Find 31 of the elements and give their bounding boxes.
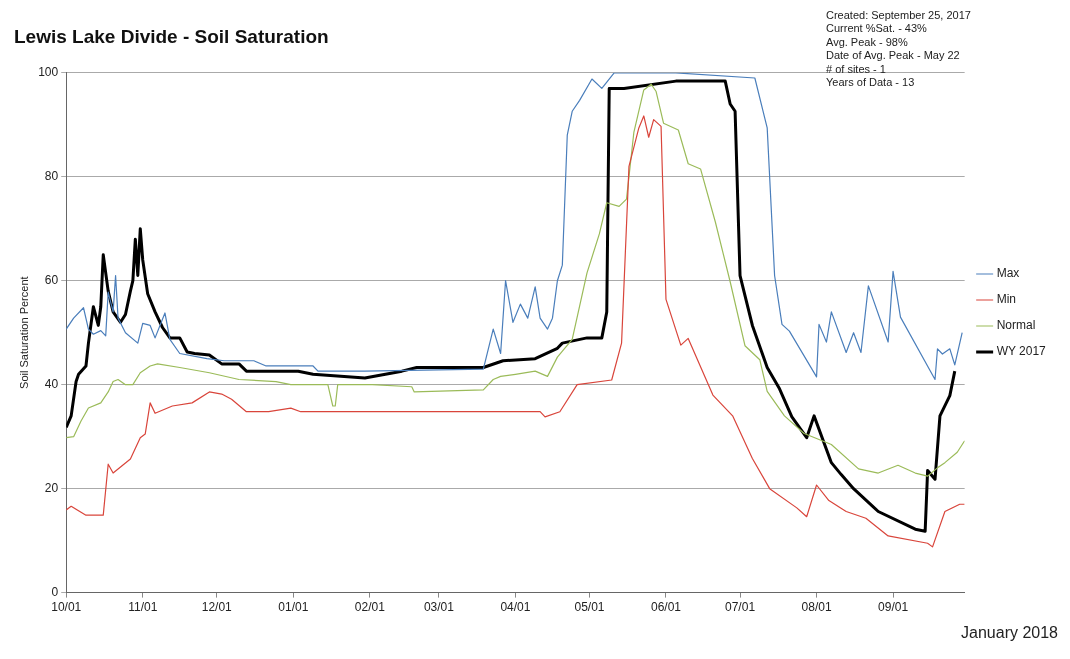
x-tick-label: 07/01 <box>725 600 756 615</box>
x-tick-label: 05/01 <box>574 600 605 615</box>
y-axis-title: Soil Saturation Percent <box>17 276 30 389</box>
y-tick-label: 100 <box>38 65 59 80</box>
y-tick-label: 40 <box>44 376 59 391</box>
y-tick-label: 60 <box>44 273 59 288</box>
y-tick-label: 80 <box>44 169 59 184</box>
text: January 2018 <box>961 624 1059 642</box>
x-tick-label: 03/01 <box>423 600 455 615</box>
x-tick-label: 10/01 <box>51 600 82 615</box>
text: Created: September 25, 2017 <box>826 8 971 21</box>
text: Current %Sat. - 43% <box>826 22 928 35</box>
y-tick-label: 0 <box>51 584 59 599</box>
x-tick-label: 11/01 <box>128 600 158 615</box>
annotation: Years of Data - 13 <box>826 76 915 89</box>
legend-label: Min <box>996 292 1016 307</box>
x-tick-label: 02/01 <box>354 600 386 615</box>
x-tick-label: 06/01 <box>650 600 682 615</box>
x-tick-label: 09/01 <box>878 600 909 615</box>
legend-label: Normal <box>996 318 1036 333</box>
x-tick-label: 01/01 <box>278 600 309 615</box>
annotation: # of sites - 1 <box>826 62 886 75</box>
x-tick-label: 12/01 <box>201 600 233 615</box>
legend-label: Max <box>996 266 1020 281</box>
text: Date of Avg. Peak - May 22 <box>826 49 960 62</box>
x-tick-label: 04/01 <box>500 600 531 615</box>
y-tick-label: 20 <box>44 480 59 495</box>
x-tick-label: 08/01 <box>801 600 832 615</box>
text: Avg. Peak - 98% <box>826 35 908 48</box>
chart-title: Lewis Lake Divide - Soil Saturation <box>14 25 329 47</box>
legend-label: WY 2017 <box>996 344 1047 359</box>
